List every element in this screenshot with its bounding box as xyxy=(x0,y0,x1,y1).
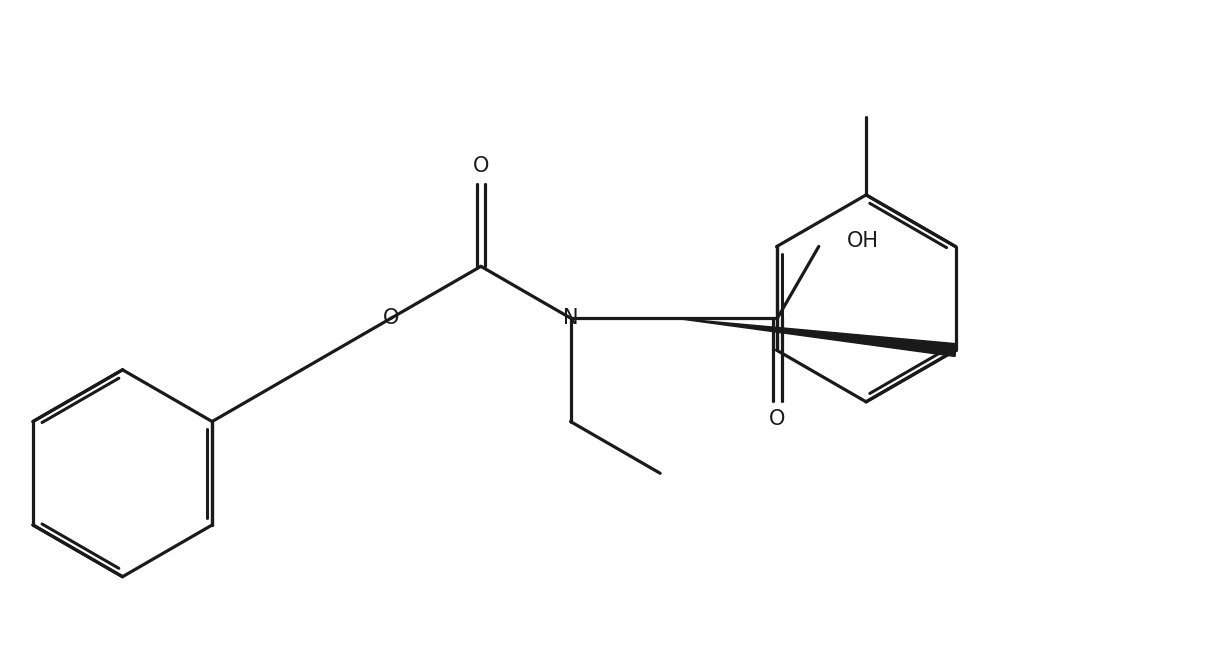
Text: O: O xyxy=(384,308,399,328)
Text: OH: OH xyxy=(847,231,878,251)
Polygon shape xyxy=(674,318,956,357)
Text: O: O xyxy=(770,408,785,428)
Text: O: O xyxy=(473,156,489,176)
Text: N: N xyxy=(563,308,578,328)
